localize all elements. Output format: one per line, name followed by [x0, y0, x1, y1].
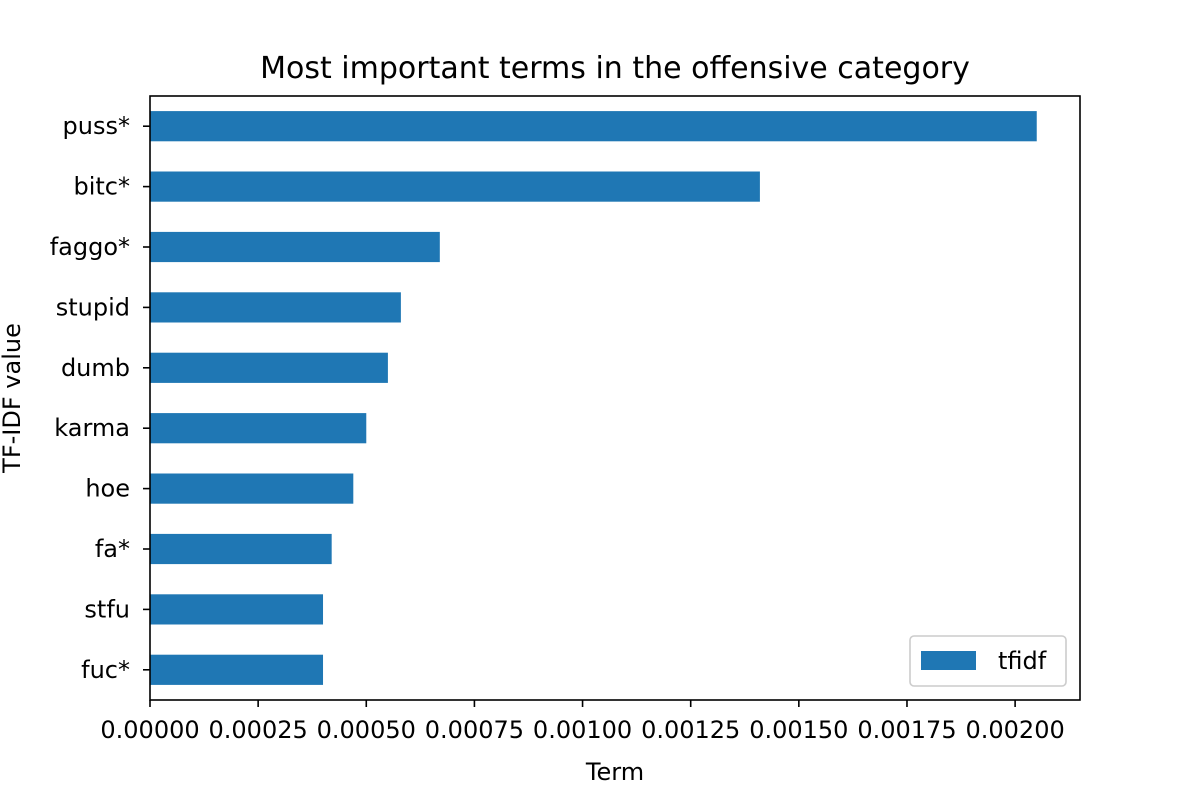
x-tick-label: 0.00100 — [533, 716, 632, 744]
x-tick-label: 0.00000 — [100, 716, 199, 744]
bar-7 — [150, 533, 332, 565]
y-tick-label: karma — [54, 414, 130, 442]
legend-label: tfidf — [998, 647, 1047, 675]
bar-5 — [150, 413, 367, 444]
x-tick-label: 0.00125 — [641, 716, 740, 744]
y-tick-label: fa* — [95, 535, 130, 563]
bar-1 — [150, 171, 760, 202]
x-tick-label: 0.00150 — [749, 716, 848, 744]
x-axis-label: Term — [585, 758, 644, 786]
x-tick-label: 0.00200 — [965, 716, 1064, 744]
y-tick-label: dumb — [61, 354, 130, 382]
plot-frame — [149, 95, 1081, 701]
bar-3 — [150, 292, 401, 323]
bars-group — [150, 111, 1037, 685]
bar-4 — [150, 352, 388, 383]
y-tick-label: puss* — [63, 112, 130, 140]
y-tick-label: faggo* — [50, 233, 130, 261]
bar-6 — [150, 473, 354, 504]
legend: tfidf — [909, 635, 1067, 687]
bar-0 — [150, 111, 1037, 142]
y-tick-label: fuc* — [81, 656, 130, 684]
legend-box — [909, 635, 1067, 687]
chart-title: Most important terms in the offensive ca… — [260, 51, 970, 86]
bar-9 — [150, 654, 324, 685]
x-axis-ticks: 0.00000 0.00025 0.00050 0.00075 0.00100 0.001… — [100, 700, 1065, 744]
y-tick-label: stupid — [56, 293, 130, 321]
x-tick-label: 0.00025 — [209, 716, 308, 744]
y-tick-label: stfu — [84, 595, 130, 623]
bar-8 — [150, 594, 324, 625]
y-tick-label: bitc* — [73, 173, 130, 201]
y-tick-label: hoe — [85, 475, 130, 503]
y-axis-ticks: puss* bitc* faggo* stupid dumb karma hoe fa* stf… — [50, 112, 150, 684]
x-tick-label: 0.00175 — [857, 716, 956, 744]
bar-2 — [150, 231, 440, 263]
y-axis-label: TF-IDF value — [0, 323, 26, 474]
x-tick-label: 0.00050 — [317, 716, 416, 744]
x-tick-label: 0.00075 — [425, 716, 524, 744]
legend-swatch — [921, 651, 976, 670]
